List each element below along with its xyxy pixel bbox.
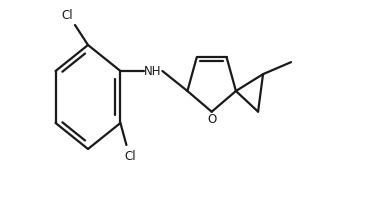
Text: Cl: Cl xyxy=(125,150,136,163)
Text: NH: NH xyxy=(143,64,161,77)
Text: O: O xyxy=(207,113,216,126)
Text: Cl: Cl xyxy=(61,8,73,21)
